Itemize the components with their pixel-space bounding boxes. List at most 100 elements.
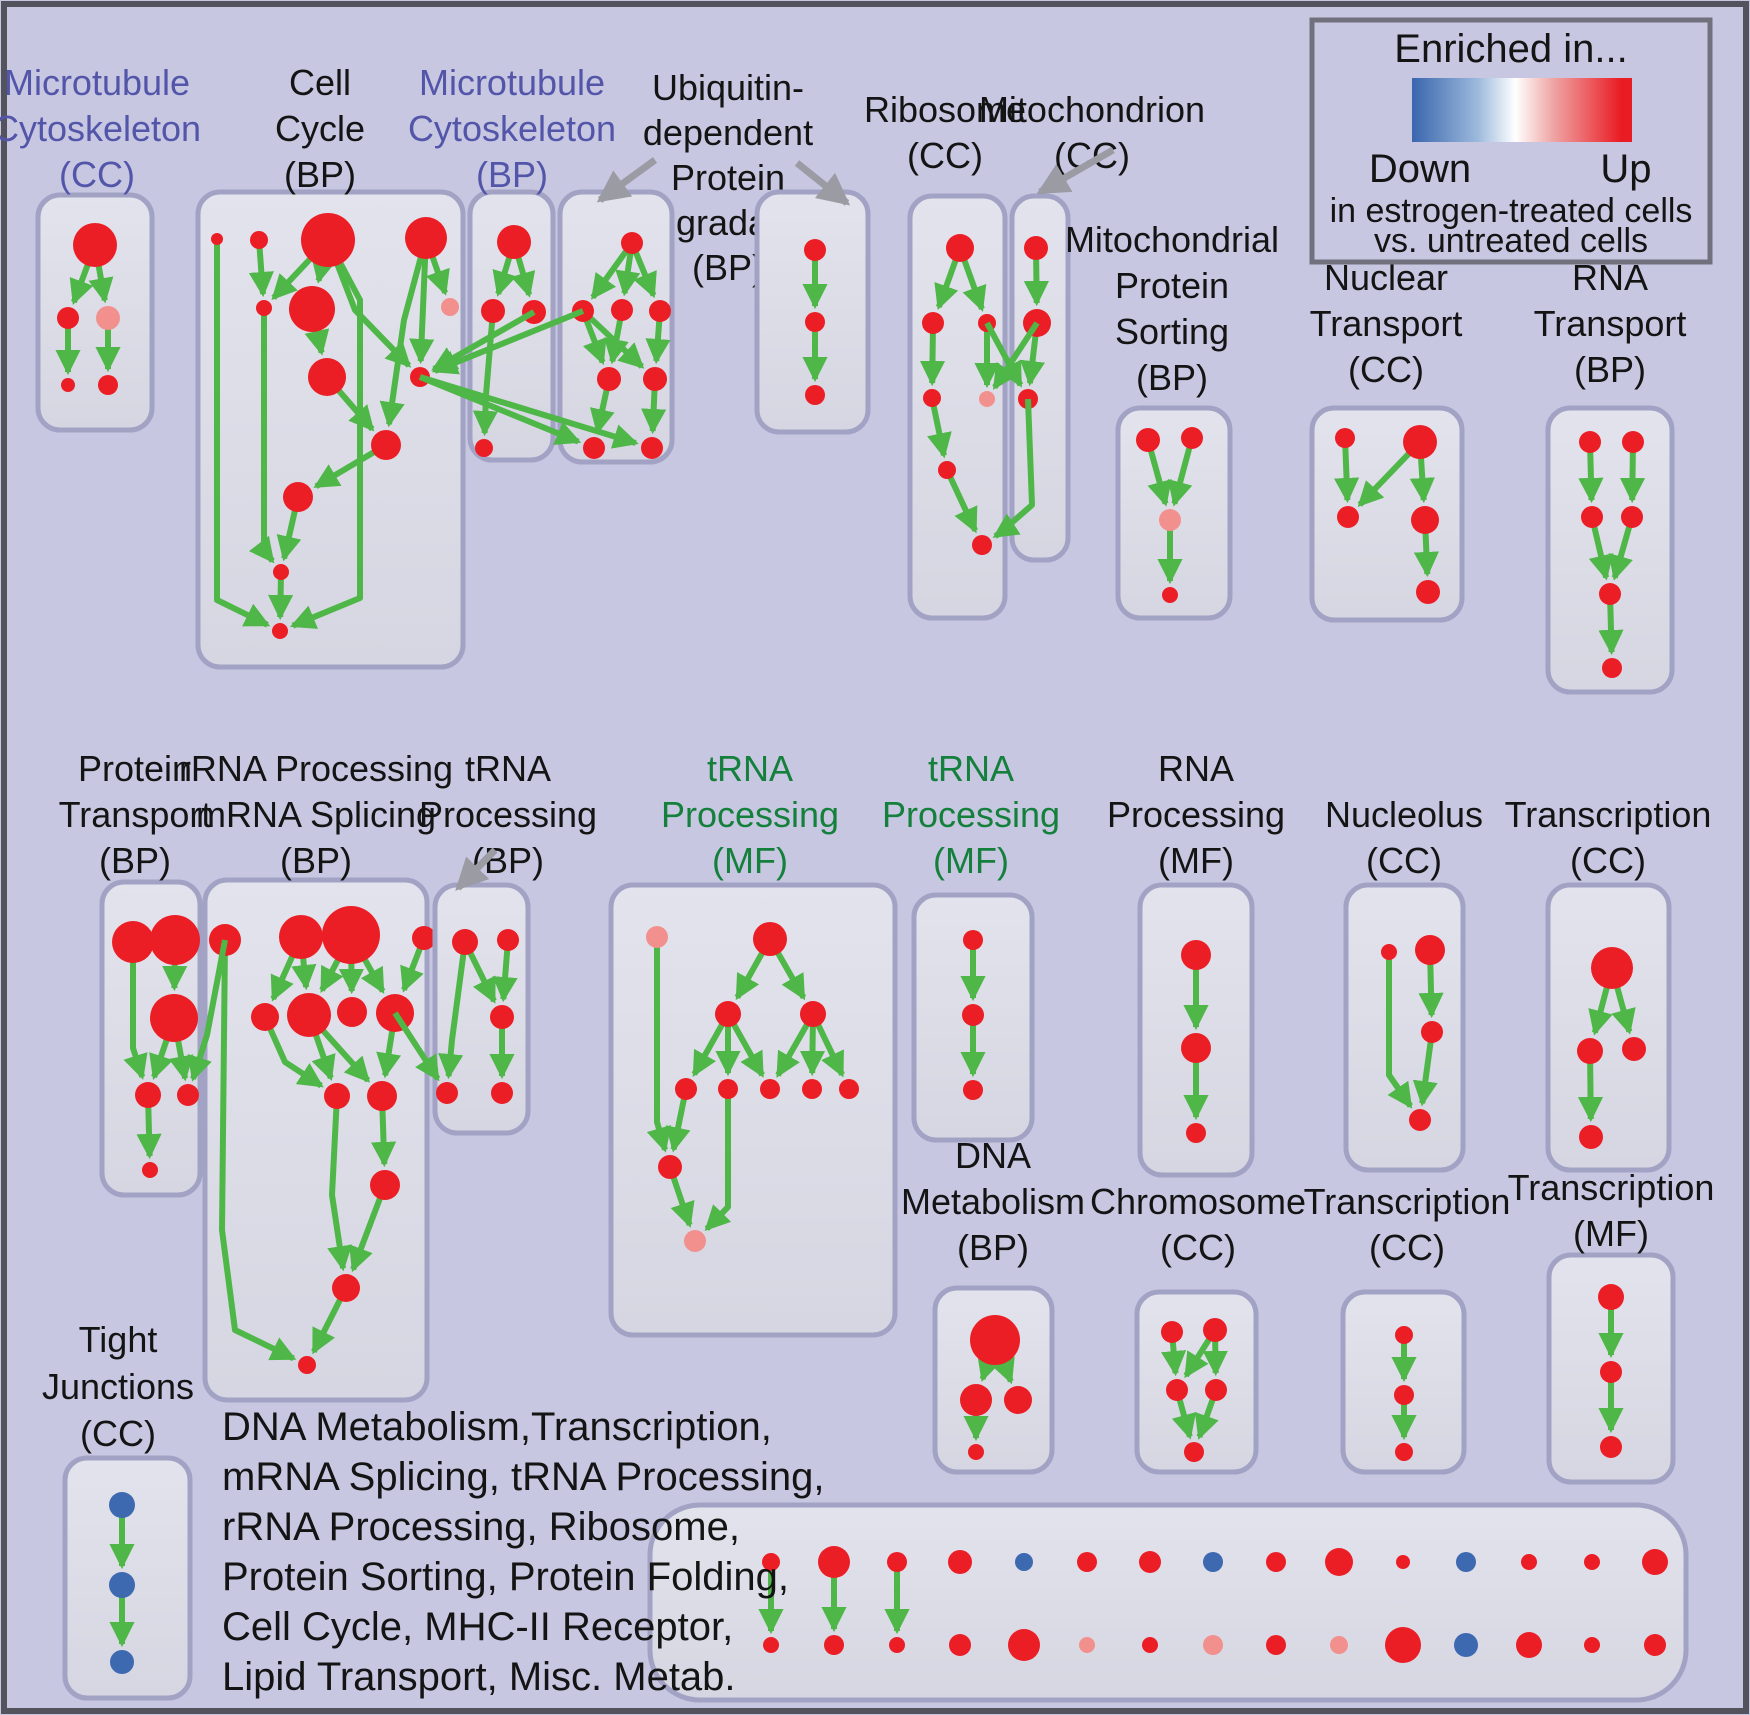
go-term-node-red [1602,658,1622,678]
go-term-node-red [1008,1629,1040,1661]
go-term-node-pink [1079,1637,1095,1653]
cluster-label: (CC) [80,1413,156,1454]
relation-arrow [431,309,536,372]
go-term-node-red [322,906,380,964]
go-term-node-red [1584,1554,1600,1570]
go-term-node-red [57,307,79,329]
cluster-cell-cycle-bp: Cell Cycle (BP) [195,62,466,670]
relation-arrow [1167,437,1195,507]
cluster-label: tRNA [707,748,793,789]
go-term-node-red [298,1356,316,1374]
cluster-label: rRNA Processing [179,748,453,789]
go-term-node-red [1394,1385,1414,1405]
cluster-label: Cycle [275,108,365,149]
cluster-mitochondrial-protein-sorting-bp: Mitochondrial Protein Sorting (BP) [1065,219,1279,621]
note-line: Lipid Transport, Misc. Metab. [222,1655,736,1699]
go-term-node-red [611,299,633,321]
go-term-node-red [1166,1379,1188,1401]
relation-arrow [327,1095,353,1272]
go-term-node-red [370,1170,400,1200]
relation-arrow [248,239,274,298]
go-term-node-red [889,1637,905,1653]
cluster-label: (BP) [1574,349,1646,390]
arrow-to-trna-bp-box [455,847,498,891]
go-term-node-red [948,1550,972,1574]
cluster-label: (CC) [1366,840,1442,881]
go-term-node-red [621,232,643,254]
go-term-node-red [1181,940,1211,970]
note-line: mRNA Splicing, tRNA Processing, [222,1455,824,1499]
go-term-node-blue [1454,1633,1478,1657]
relation-arrow [944,468,978,534]
relation-arrow [438,941,468,1080]
go-term-node-red [753,922,787,956]
go-term-node-red [1395,1443,1413,1461]
go-term-node-red [273,564,289,580]
cluster-label: Transcription [1304,1181,1511,1222]
go-term-node-red [1516,1632,1542,1658]
cluster-label: Metabolism [901,1181,1085,1222]
cluster-label: (BP) [957,1227,1029,1268]
go-term-node-red [805,312,825,332]
relation-arrow [392,1011,441,1082]
go-term-node-red [1162,587,1178,603]
go-term-node-red [289,286,335,332]
go-term-node-red [1421,1021,1443,1043]
cluster-label: Processing [661,794,839,835]
go-term-node-red [1004,1386,1032,1414]
go-term-node-red [272,623,288,639]
go-term-node-red [718,1079,738,1099]
cluster-label: Mitochondrial [1065,219,1279,260]
go-term-node-red [972,535,992,555]
cluster-label: Mitochondrion [979,89,1205,130]
go-term-node-red [1205,1379,1227,1401]
note-line: rRNA Processing, Ribosome, [222,1505,740,1549]
go-term-node-red [1136,428,1160,452]
go-term-node-red [1184,1442,1204,1462]
go-term-node-red [405,217,447,259]
arrow-to-ubiquitin-box-2 [794,160,851,206]
cluster-label: (BP) [1136,357,1208,398]
go-term-node-red [760,1079,780,1099]
go-term-node-pink [646,926,668,948]
cluster-label: (MF) [1158,840,1234,881]
go-term-node-red [1642,1549,1668,1575]
go-term-node-red [497,929,519,951]
cluster-label: (BP) [99,840,171,881]
go-term-node-red [1325,1548,1353,1576]
go-term-node-red [1577,1038,1603,1064]
go-term-node-pink [979,391,995,407]
go-term-node-red [1403,425,1437,459]
go-term-node-red [643,367,667,391]
go-term-node-pink [684,1230,706,1252]
go-term-node-pink [1159,509,1181,531]
cluster-label: Cytoskeleton [408,108,616,149]
cluster-label: Protein [78,748,192,789]
go-term-node-red [1142,1637,1158,1653]
go-term-node-red [279,915,323,959]
cluster-misc-metabolism-strip [647,1502,1689,1703]
relation-arrow [1333,437,1360,504]
go-term-node-red [824,1635,844,1655]
cluster-label: Nucleolus [1325,794,1483,835]
go-term-node-red [150,994,198,1042]
cluster-ribosome-cc: Ribosome (CC) [864,89,1026,621]
go-term-node-blue [109,1572,135,1598]
legend-colorbar [1412,78,1632,142]
cluster-label: (CC) [1054,135,1130,176]
cluster-label: Processing [419,794,597,835]
go-term-node-red [1077,1552,1097,1572]
go-term-node-red [452,929,478,955]
cluster-box [647,1502,1689,1703]
go-term-node-red [251,1003,279,1031]
go-term-node-red [597,367,621,391]
go-term-node-red [412,926,436,950]
relation-arrow [262,1015,324,1089]
go-term-node-red [1584,1637,1600,1653]
cluster-nucleolus-cc: Nucleolus (CC) [1325,794,1483,1173]
cluster-label: Cell [289,62,351,103]
relation-arrow [123,942,148,1080]
cluster-protein-transport-bp: Protein Transport (BP) [59,748,211,1198]
